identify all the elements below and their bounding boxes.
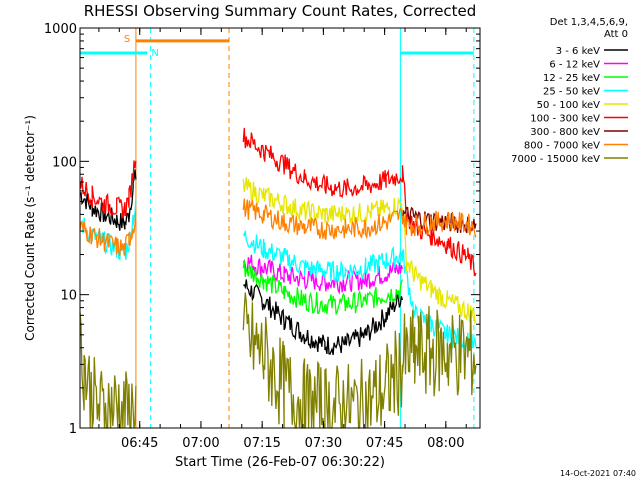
legend-label-3-6-kev: 3 - 6 keV xyxy=(556,46,600,57)
y-axis-label: Corrected Count Rate (s⁻¹ detector⁻¹) xyxy=(23,115,37,341)
y-tick-label: 100 xyxy=(52,155,77,170)
saa-label: S xyxy=(124,34,130,45)
legend-label-12-25-kev: 12 - 25 keV xyxy=(543,73,600,84)
legend-label-300-800-kev: 300 - 800 keV xyxy=(530,127,600,138)
x-tick-label: 07:00 xyxy=(182,436,219,451)
legend-label-25-50-kev: 25 - 50 keV xyxy=(543,87,600,98)
legend-label-7000-15000-kev: 7000 - 15000 keV xyxy=(511,154,600,165)
x-tick-label: 07:45 xyxy=(366,436,403,451)
chart-title: RHESSI Observing Summary Count Rates, Co… xyxy=(84,2,477,20)
x-tick-label: 08:00 xyxy=(427,436,464,451)
legend-label-50-100-kev: 50 - 100 keV xyxy=(537,100,601,111)
x-tick-label: 07:15 xyxy=(243,436,280,451)
y-tick-label: 1000 xyxy=(44,22,77,37)
series-line-12-25-kev xyxy=(242,260,404,315)
legend-header: Det 1,3,4,5,6,9, xyxy=(550,17,628,28)
legend-label-6-12-kev: 6 - 12 keV xyxy=(549,60,600,71)
legend-header: Att 0 xyxy=(604,29,628,40)
footer-timestamp: 14-Oct-2021 07:40 xyxy=(560,469,636,478)
y-tick-label: 10 xyxy=(60,289,77,304)
series-line-50-100-kev xyxy=(242,177,477,325)
series-line-7000-15000-kev xyxy=(79,292,477,429)
axes: 06:45 07:00 07:15 07:30 07:45 08:00 1 10 100 1000 xyxy=(44,22,480,451)
legend-label-800-7000-kev: 800 - 7000 keV xyxy=(524,141,600,152)
legend-label-100-300-kev: 100 - 300 keV xyxy=(530,114,600,125)
x-tick-label: 06:45 xyxy=(121,436,158,451)
series-line-800-7000-kev xyxy=(79,198,477,257)
legend: Det 1,3,4,5,6,9,Att 0 3 - 6 keV 6 - 12 keV… xyxy=(511,17,628,165)
plot-area: SN xyxy=(79,28,477,429)
series-line-100-300-kev xyxy=(79,127,477,277)
x-axis-label: Start Time (26-Feb-07 06:30:22) xyxy=(175,455,385,470)
night-label: N xyxy=(151,48,158,59)
y-tick-label: 1 xyxy=(69,422,77,437)
series-line-3-6-kev xyxy=(79,169,404,356)
plot-frame xyxy=(79,27,481,429)
x-tick-label: 07:30 xyxy=(305,436,342,451)
